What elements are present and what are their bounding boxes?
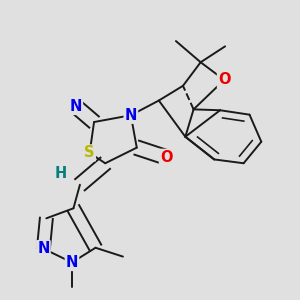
Text: H: H (55, 166, 67, 181)
Text: N: N (125, 108, 137, 123)
Text: O: O (160, 150, 172, 165)
Text: N: N (37, 241, 50, 256)
Text: S: S (84, 146, 95, 160)
Text: N: N (66, 255, 78, 270)
Text: N: N (70, 99, 82, 114)
Text: O: O (218, 72, 230, 87)
